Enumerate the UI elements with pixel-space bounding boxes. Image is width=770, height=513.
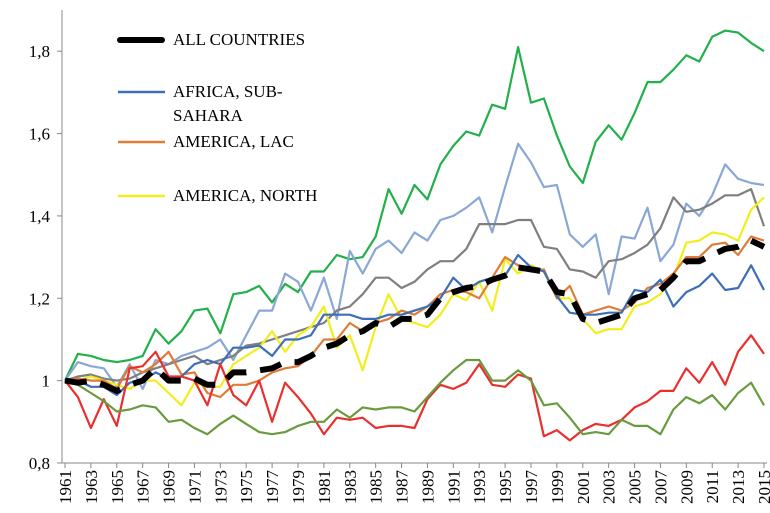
y-tick-label: 1,4 [29, 207, 51, 226]
x-tick-label: 1965 [108, 470, 127, 504]
x-tick-label: 2007 [651, 470, 670, 505]
x-tick-label: 2009 [677, 470, 696, 504]
series-line [64, 188, 766, 382]
x-tick-label: 1999 [548, 470, 567, 504]
series-line [65, 196, 765, 407]
x-tick-label: 1989 [418, 470, 437, 504]
y-tick-label: 1,6 [29, 125, 50, 144]
legend-label: AFRICA, SUB-SAHARA [173, 82, 283, 125]
series-line [64, 29, 765, 382]
x-tick-label: 1961 [56, 470, 75, 504]
x-tick-label: 1983 [341, 470, 360, 504]
legend-label: AMERICA, LAC [173, 132, 294, 151]
x-tick-label: 2003 [600, 470, 619, 504]
series-line [64, 142, 765, 390]
series-line [64, 235, 765, 399]
x-tick-label: 1969 [160, 470, 179, 504]
legend-label: ALL COUNTRIES [173, 30, 306, 49]
y-tick-label: 1,8 [29, 42, 50, 61]
x-tick-label: 1997 [522, 470, 541, 505]
x-tick-label: 1977 [263, 470, 282, 505]
x-tick-label: 1991 [444, 470, 463, 504]
x-tick-label: 1987 [393, 470, 412, 505]
series-line [65, 253, 765, 397]
x-tick-label: 2001 [574, 470, 593, 504]
series-line [64, 334, 765, 442]
series-line [64, 358, 765, 436]
y-tick-label: 1 [42, 372, 51, 391]
y-tick-label: 1,2 [29, 289, 50, 308]
x-tick-label: 2015 [755, 470, 770, 504]
x-tick-label: 2005 [626, 470, 645, 504]
y-tick-label: 0,8 [29, 454, 50, 473]
x-tick-label: 1985 [367, 470, 386, 504]
x-tick-label: 1967 [134, 470, 153, 505]
legend-label: AMERICA, NORTH [173, 186, 318, 205]
x-tick-label: 1971 [185, 470, 204, 504]
x-tick-label: 1973 [211, 470, 230, 504]
x-tick-label: 1975 [237, 470, 256, 504]
x-tick-label: 1963 [82, 470, 101, 504]
x-tick-label: 2011 [703, 470, 722, 503]
x-tick-label: 1993 [470, 470, 489, 504]
x-tick-label: 1979 [289, 470, 308, 504]
x-tick-label: 2013 [729, 470, 748, 504]
x-tick-label: 1981 [315, 470, 334, 504]
x-tick-label: 1995 [496, 470, 515, 504]
